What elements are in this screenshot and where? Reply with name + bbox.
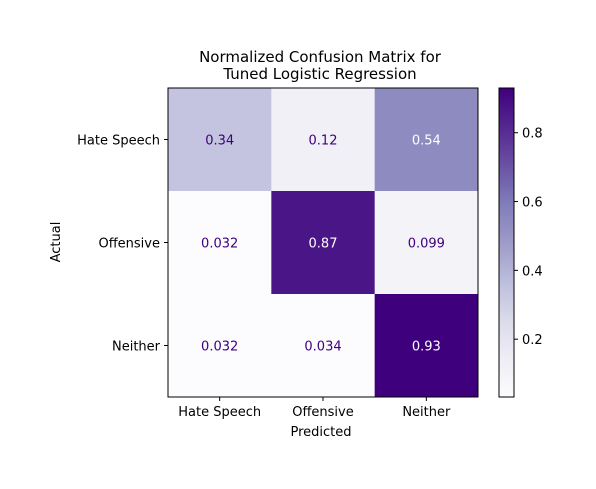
y-tick-label: Hate Speech [77, 134, 160, 149]
matrix-cell-r1-c0 [168, 191, 272, 295]
cell-value-label-r0-c1: 0.12 [309, 134, 338, 149]
colorbar-tick-label: 0.2 [522, 333, 543, 348]
matrix-cell-r0-c1 [271, 88, 376, 192]
matrix-cell-r0-c2 [374, 88, 479, 192]
matrix-cell-r2-c2 [374, 294, 479, 398]
colorbar-tick-label: 0.8 [522, 127, 543, 142]
x-axis-ticks: Hate Speech Offensive Neither [178, 397, 451, 420]
x-tick-label: Offensive [292, 405, 354, 420]
matrix-cells: 0.34 0.12 0.54 0.032 0.87 0.099 0.032 0.034 0.93 [168, 88, 479, 398]
cell-value-label-r0-c2: 0.54 [412, 134, 441, 149]
cell-value-label-r2-c2: 0.93 [412, 340, 441, 355]
x-axis-label: Predicted [290, 425, 351, 440]
cell-value-label-r2-c1: 0.034 [304, 340, 341, 355]
y-tick-label: Neither [112, 340, 161, 355]
colorbar-ticks: 0.2 0.4 0.6 0.8 [514, 127, 543, 348]
x-tick-label: Hate Speech [178, 405, 261, 420]
colorbar-tick-label: 0.4 [522, 264, 543, 279]
matrix-cell-r1-c1 [271, 191, 376, 295]
cell-value-label-r2-c0: 0.032 [201, 340, 238, 355]
cell-value-label-r1-c2: 0.099 [408, 237, 445, 252]
y-axis-ticks: Hate Speech Offensive Neither [77, 134, 168, 355]
y-axis-label: Actual [49, 222, 64, 263]
cell-value-label-r1-c1: 0.87 [309, 237, 338, 252]
chart-title-line-1: Normalized Confusion Matrix for [199, 48, 442, 66]
matrix-cell-r1-c2 [374, 191, 479, 295]
cell-value-label-r1-c0: 0.032 [201, 237, 238, 252]
x-tick-label: Neither [402, 405, 451, 420]
chart-title-line-2: Tuned Logistic Regression [222, 65, 416, 83]
y-tick-label: Offensive [98, 237, 160, 252]
matrix-cell-r2-c1 [271, 294, 376, 398]
colorbar-tick-label: 0.6 [522, 196, 543, 211]
colorbar [498, 87, 515, 398]
cell-value-label-r0-c0: 0.34 [205, 134, 234, 149]
matrix-cell-r2-c0 [168, 294, 272, 398]
matrix-cell-r0-c0 [168, 88, 272, 192]
